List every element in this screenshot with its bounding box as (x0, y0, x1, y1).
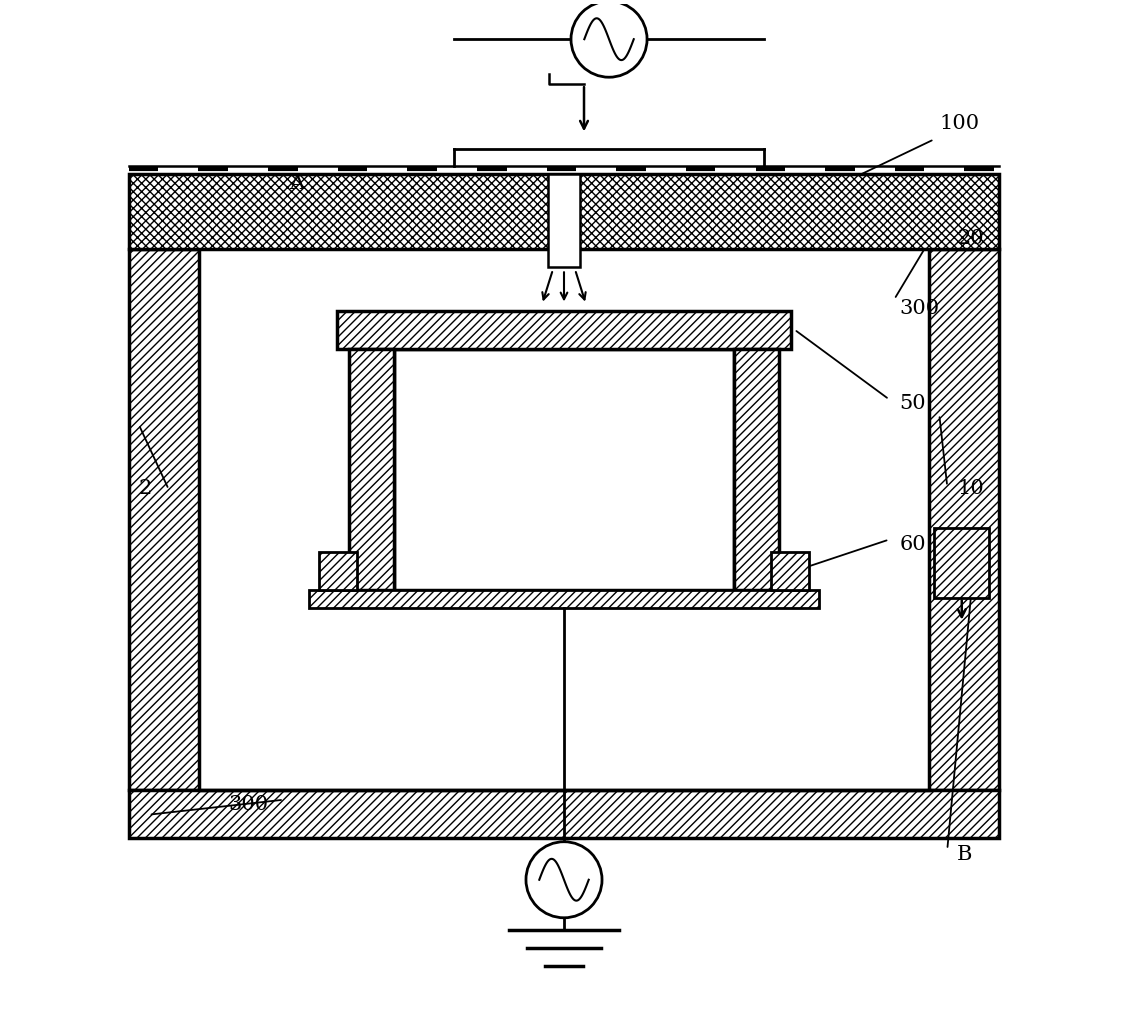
Circle shape (571, 1, 647, 78)
Bar (734, 349, 779, 589)
Bar (934, 528, 989, 597)
Text: A: A (289, 175, 303, 194)
Text: 100: 100 (940, 114, 979, 133)
Bar (319, 552, 356, 589)
Text: 2: 2 (139, 479, 152, 498)
Bar (309, 589, 819, 607)
Circle shape (526, 842, 602, 918)
Bar (129, 790, 999, 837)
Text: B: B (958, 845, 972, 864)
Text: 50: 50 (899, 395, 926, 414)
Bar (548, 175, 580, 267)
Bar (129, 175, 999, 249)
Text: 60: 60 (899, 535, 926, 554)
Bar (772, 552, 809, 589)
Text: 10: 10 (958, 479, 984, 498)
Bar (129, 249, 199, 790)
Bar (394, 349, 734, 589)
Bar (349, 349, 394, 589)
Bar (929, 249, 999, 790)
Text: 300: 300 (899, 300, 940, 319)
Text: 300: 300 (229, 795, 268, 813)
Bar (337, 312, 791, 349)
Text: 20: 20 (958, 229, 984, 248)
